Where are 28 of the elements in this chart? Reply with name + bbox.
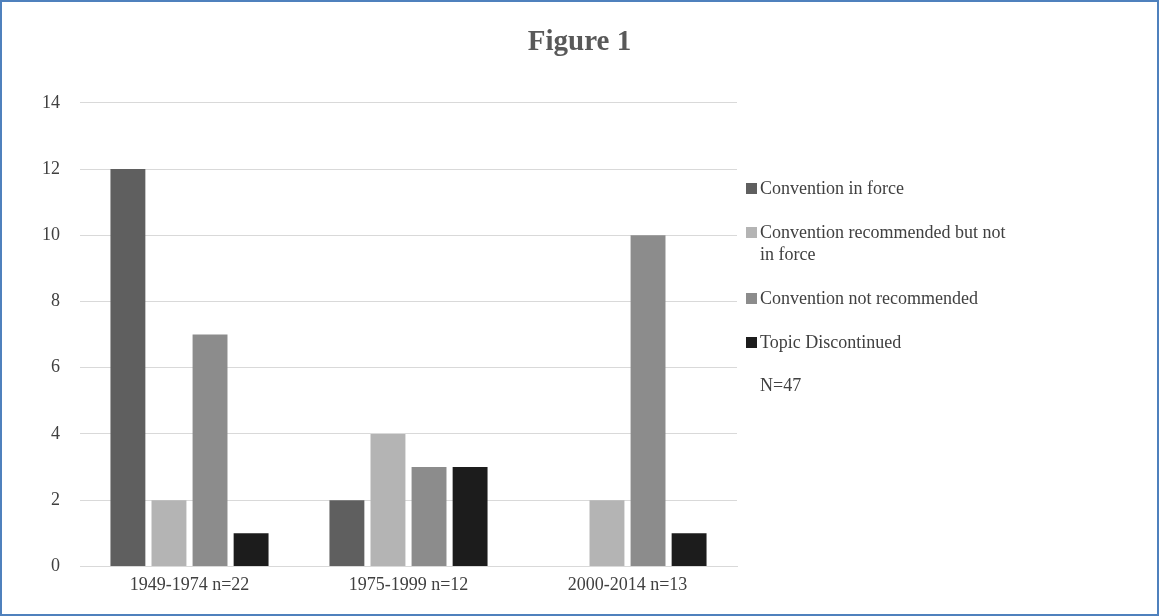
text: N=47 xyxy=(760,375,803,396)
legend-label: Convention in force xyxy=(760,177,904,199)
x-tick-label: 1949-1974 n=22 xyxy=(129,573,250,594)
y-tick-label: 14 xyxy=(42,91,60,112)
x-tick-label: 1975-1999 n=12 xyxy=(348,573,469,594)
legend-label: Convention recommended but not in force xyxy=(760,221,1006,265)
y-tick-label: 10 xyxy=(42,223,60,244)
bar xyxy=(370,433,406,566)
bar xyxy=(192,334,228,566)
y-tick-label: 0 xyxy=(51,555,60,576)
y-tick-label: 6 xyxy=(51,356,60,377)
bar xyxy=(329,500,365,566)
bar xyxy=(630,235,666,566)
legend-label: Convention not recommended xyxy=(760,287,978,309)
y-tick-label: 12 xyxy=(42,157,60,178)
x-tick-label: 2000-2014 n=13 xyxy=(567,573,688,594)
chart-title: Figure 1 xyxy=(526,24,633,57)
bar xyxy=(589,500,625,566)
bar xyxy=(411,467,447,566)
y-tick-label: 2 xyxy=(51,488,60,509)
y-tick-label: 4 xyxy=(51,422,60,443)
bar xyxy=(233,533,269,566)
legend-label: Topic Discontinued xyxy=(760,331,902,353)
bar xyxy=(151,500,187,566)
bar xyxy=(110,169,146,566)
bar xyxy=(671,533,707,566)
y-tick-label: 8 xyxy=(51,290,60,311)
bar xyxy=(452,467,488,566)
